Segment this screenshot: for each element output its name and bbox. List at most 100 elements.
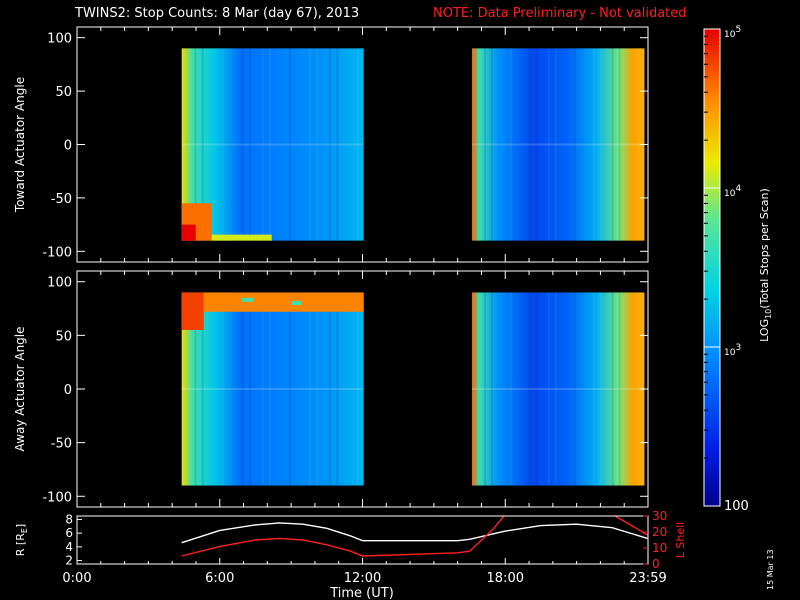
streak (194, 48, 197, 241)
streak (554, 292, 557, 486)
colorbar-tick-label: 100 (724, 499, 749, 514)
streak (637, 292, 640, 486)
radius-line (181, 522, 648, 544)
l-shell-axis-label: L Shell (674, 522, 687, 558)
streak (249, 292, 252, 486)
y-axis-label: Away Actuator Angle (13, 326, 27, 451)
streak (336, 48, 339, 241)
colorbar-tick-label: 103 (724, 343, 741, 358)
streak (181, 292, 184, 486)
streak (289, 48, 292, 241)
x-tick-label: 18:00 (487, 571, 524, 586)
spectrogram-block (181, 292, 364, 486)
y-tick-label: 100 (47, 32, 72, 47)
streak (528, 48, 531, 241)
streak (201, 48, 204, 241)
streak (316, 292, 319, 486)
y-tick-label: 0 (64, 383, 72, 398)
preliminary-note: NOTE: Data Preliminary - Not validated (433, 6, 687, 21)
colorbar-tick-label: 105 (724, 25, 741, 40)
y-tick-label: 8 (65, 512, 73, 526)
streak (471, 292, 474, 486)
streak (490, 48, 493, 241)
streak (547, 292, 550, 486)
x-tick-label: 0:00 (62, 571, 91, 586)
streak (599, 292, 602, 486)
y-tick-label: 2 (65, 554, 73, 568)
streak (221, 48, 224, 241)
date-stamp: 15 Mar 13 (766, 549, 775, 590)
streak (329, 292, 332, 486)
band-gap (291, 301, 302, 306)
y-tick-label: -100 (42, 245, 72, 260)
streak (336, 292, 339, 486)
streak (309, 48, 312, 241)
spectrogram-block (471, 48, 645, 241)
streak (618, 48, 621, 241)
streak (356, 292, 359, 486)
streak (611, 48, 614, 241)
streak (484, 48, 487, 241)
y-tick-label: 50 (55, 329, 72, 344)
high-count-region (211, 234, 272, 241)
colorbar (703, 28, 721, 507)
streak (269, 292, 272, 486)
y-tick-label: 6 (65, 526, 73, 540)
radius-axis-label: R [RE] (14, 524, 29, 556)
y-tick-label: 100 (47, 276, 72, 291)
streak (573, 292, 576, 486)
chart-title: TWINS2: Stop Counts: 8 Mar (day 67), 201… (75, 6, 360, 21)
streak (573, 48, 576, 241)
streak (309, 292, 312, 486)
streak (261, 292, 264, 486)
y-tick-label: -50 (51, 437, 72, 452)
band-gap (241, 297, 254, 302)
high-count-region (181, 224, 196, 241)
streak (241, 48, 244, 241)
x-tick-label: 23:59 (629, 571, 666, 586)
l-shell-tick-label: 0 (652, 557, 660, 571)
l-shell-tick-label: 10 (652, 541, 667, 555)
streak (592, 48, 595, 241)
high-count-region (181, 292, 204, 330)
streak (249, 48, 252, 241)
streak (554, 48, 557, 241)
y-axis-label: Toward Actuator Angle (13, 77, 27, 213)
l-shell-tick-label: 20 (652, 525, 667, 539)
y-tick-label: 4 (65, 540, 73, 554)
streak (528, 292, 531, 486)
streak (194, 292, 197, 486)
y-tick-label: 0 (64, 139, 72, 154)
x-tick-label: 6:00 (205, 571, 234, 586)
streak (484, 292, 487, 486)
streak (509, 292, 512, 486)
streak (509, 48, 512, 241)
streak (289, 292, 292, 486)
x-axis-label: Time (UT) (329, 586, 394, 600)
colorbar-tick-label: 104 (724, 184, 741, 199)
streak (547, 48, 550, 241)
y-tick-label: 50 (55, 85, 72, 100)
y-tick-label: -100 (42, 490, 72, 505)
streak (599, 48, 602, 241)
streak (329, 48, 332, 241)
streak (618, 292, 621, 486)
streak (269, 48, 272, 241)
streak (637, 48, 640, 241)
streak (221, 292, 224, 486)
streak (181, 48, 184, 241)
streak (356, 48, 359, 241)
high-count-band (181, 292, 364, 312)
streak (261, 48, 264, 241)
streak (535, 48, 538, 241)
spectrogram-block (181, 48, 364, 241)
streak (592, 292, 595, 486)
streak (201, 292, 204, 486)
streak (611, 292, 614, 486)
spectrogram-block (471, 292, 645, 486)
streak (490, 292, 493, 486)
x-tick-label: 12:00 (344, 571, 381, 586)
y-tick-label: -50 (51, 192, 72, 207)
streak (535, 292, 538, 486)
